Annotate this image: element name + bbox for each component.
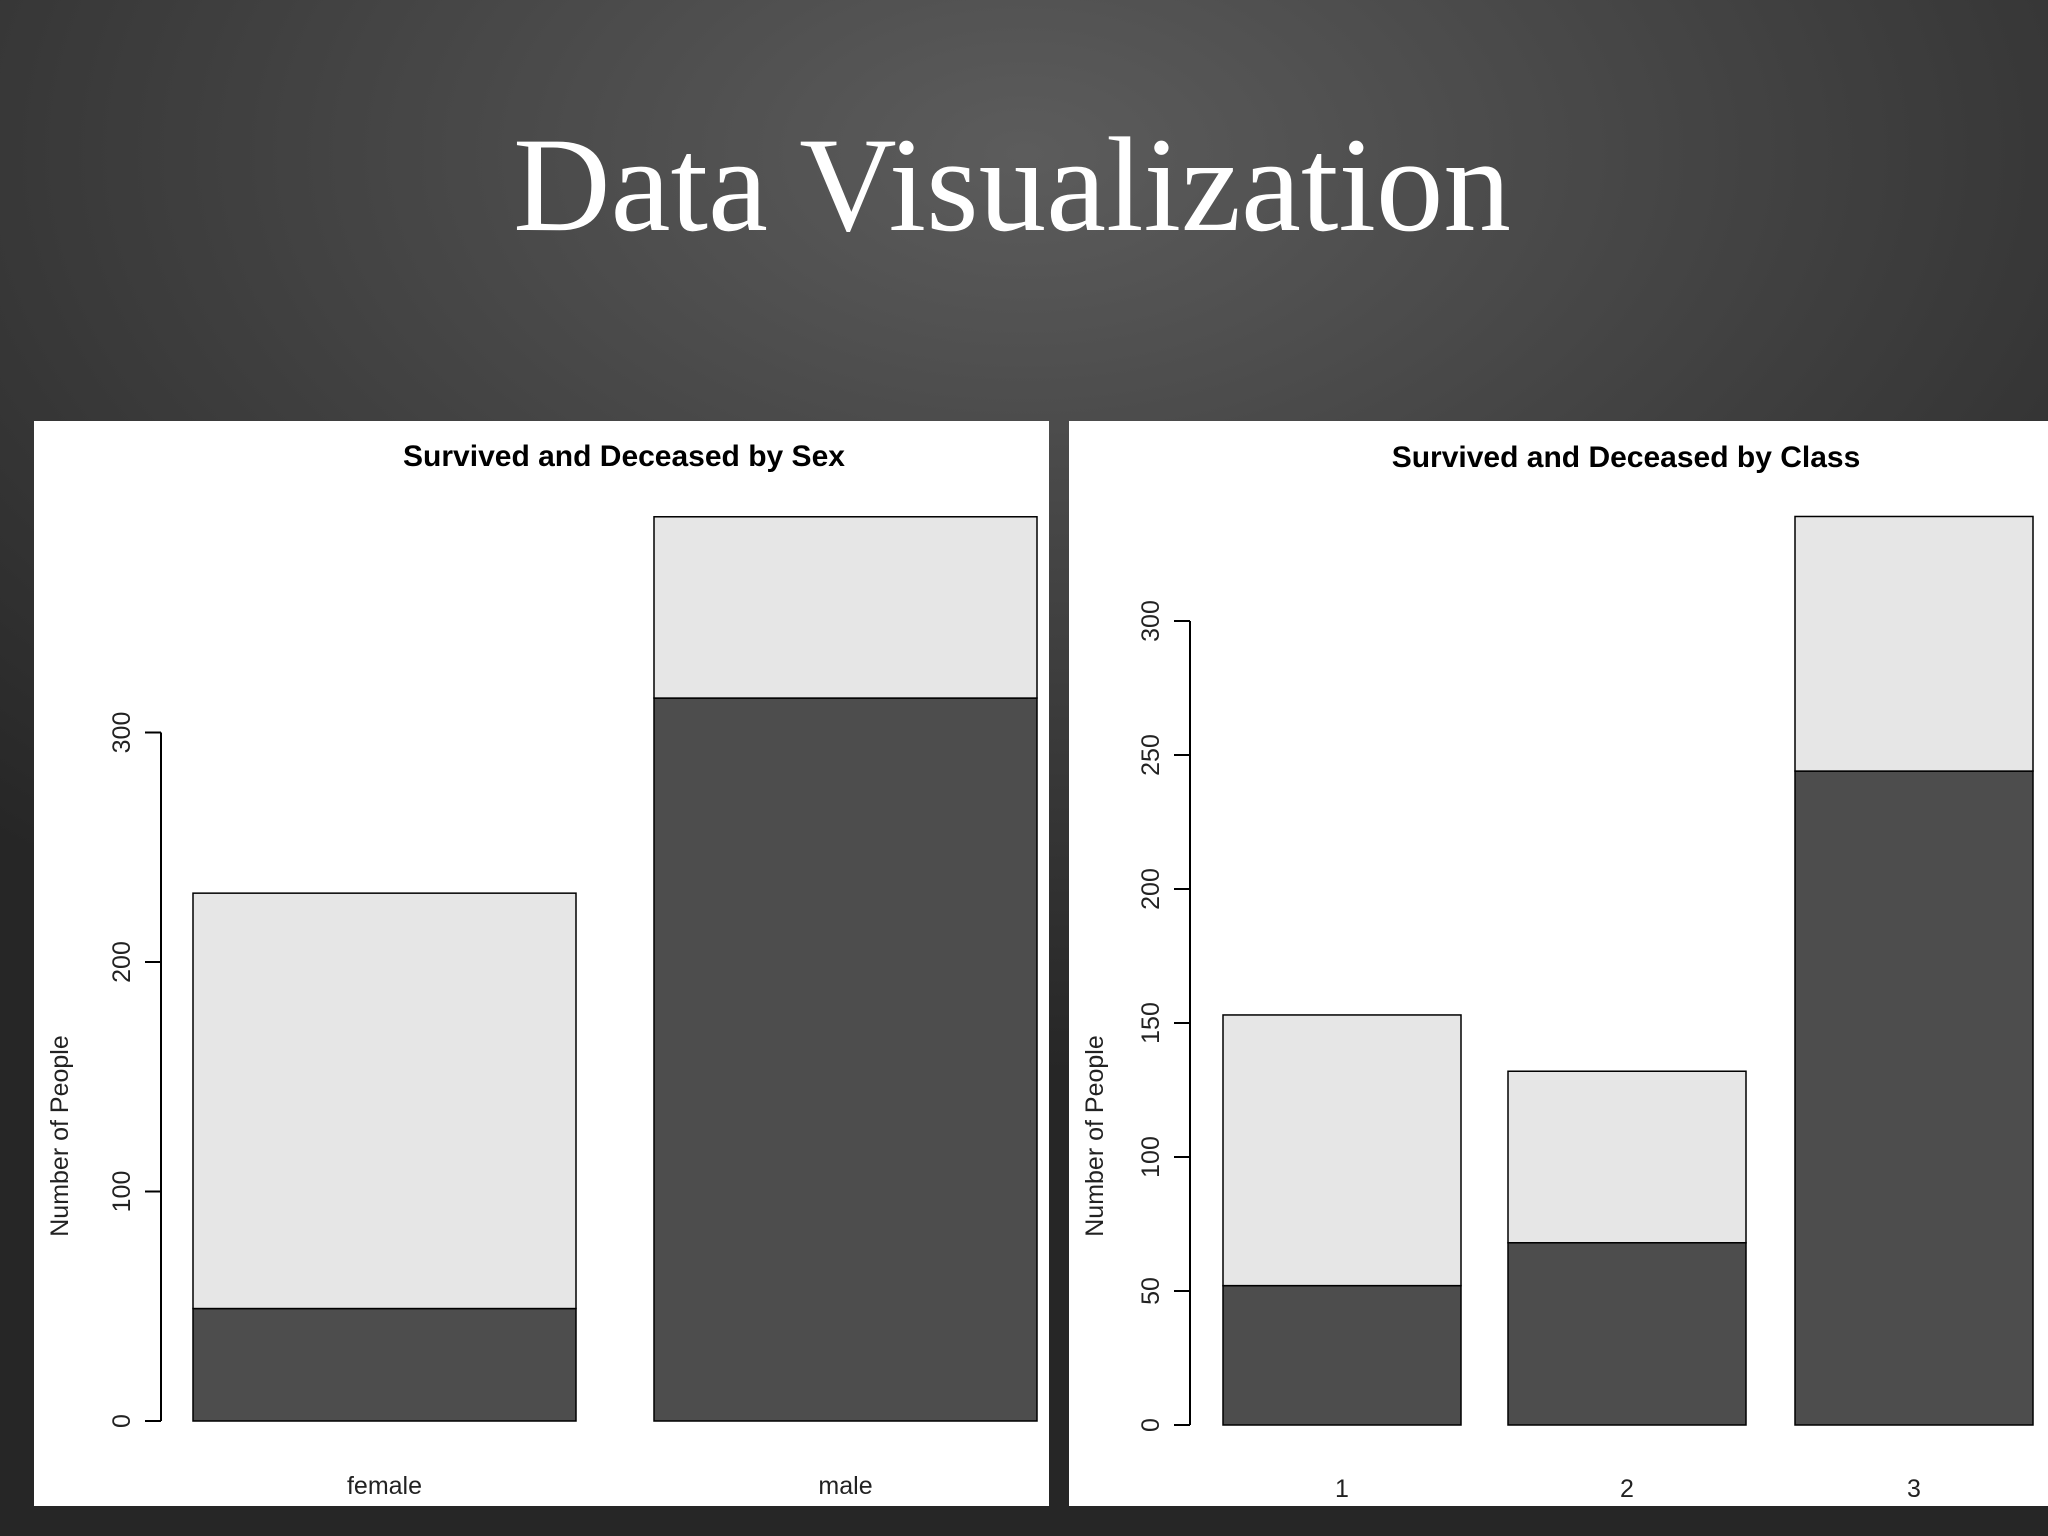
bar-segment-upper — [653, 516, 1038, 699]
y-tick-label: 250 — [1137, 734, 1165, 776]
y-tick-label: 200 — [1137, 868, 1165, 910]
chart-title: Survived and Deceased by Sex — [403, 440, 845, 473]
y-axis-label: Number of People — [46, 1035, 74, 1237]
chart-title: Survived and Deceased by Class — [1392, 441, 1861, 474]
bar-segment-upper — [192, 892, 577, 1310]
y-tick-label: 300 — [1137, 600, 1165, 642]
y-tick-label: 0 — [1137, 1418, 1165, 1432]
y-tick-label: 150 — [1137, 1002, 1165, 1044]
chart-panel-class: Survived and Deceased by Class Number of … — [1069, 421, 2048, 1506]
x-category-label: male — [818, 1472, 872, 1500]
x-category-label: 2 — [1620, 1475, 1634, 1503]
y-tick-label: 200 — [108, 941, 136, 983]
x-category-label: female — [347, 1472, 422, 1500]
chart-class: Survived and Deceased by Class Number of … — [1081, 441, 2034, 1503]
y-tick-label: 100 — [108, 1171, 136, 1213]
slide-title: Data Visualization — [513, 111, 1511, 260]
chart-sex: Survived and Deceased by Sex Number of Pe… — [46, 440, 1038, 1500]
x-category-label: 3 — [1907, 1475, 1921, 1503]
bar-segment-upper — [1222, 1014, 1462, 1287]
bar-segment-lower — [192, 1307, 577, 1422]
y-axis-label: Number of People — [1081, 1035, 1109, 1237]
y-tick-label: 50 — [1137, 1277, 1165, 1305]
y-tick-label: 300 — [108, 712, 136, 754]
y-tick-label: 0 — [108, 1414, 136, 1428]
y-tick-label: 100 — [1137, 1136, 1165, 1178]
bar-segment-upper — [1794, 515, 2034, 772]
bar-segment-upper — [1507, 1070, 1747, 1244]
x-category-label: 1 — [1335, 1475, 1349, 1503]
bar-segment-lower — [1507, 1242, 1747, 1426]
bar-segment-lower — [653, 697, 1038, 1422]
bar-segment-lower — [1794, 770, 2034, 1426]
chart-panel-sex: Survived and Deceased by Sex Number of Pe… — [34, 421, 1049, 1506]
bar-segment-lower — [1222, 1284, 1462, 1426]
